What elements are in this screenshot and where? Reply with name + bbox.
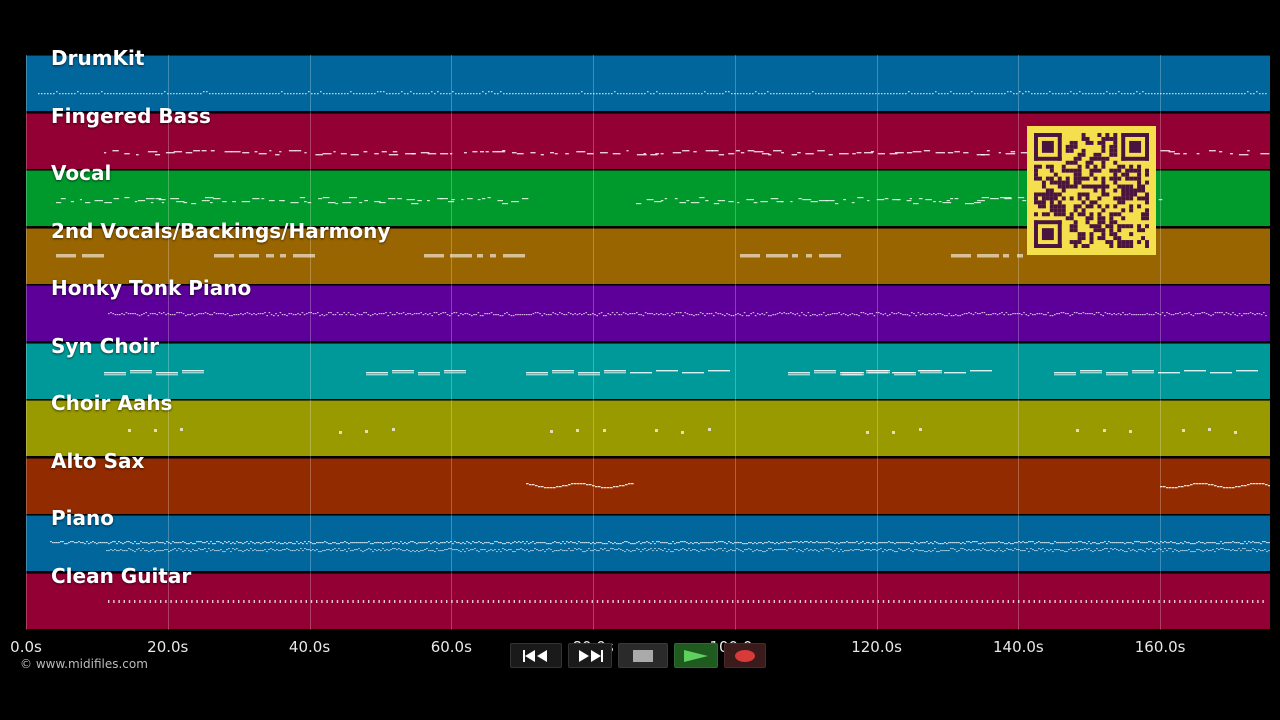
track-lane[interactable]: Choir Aahs xyxy=(26,391,1270,456)
track-name: Vocal xyxy=(51,161,112,185)
grid-line xyxy=(1160,55,1162,630)
time-tick-label: 20.0s xyxy=(147,638,189,656)
grid-line xyxy=(26,55,27,630)
note-graph xyxy=(128,428,1237,434)
track-name: Fingered Bass xyxy=(51,103,211,128)
transport-controls xyxy=(510,643,766,668)
note-graph xyxy=(104,369,1258,375)
track-lane[interactable]: Alto Sax xyxy=(26,449,1270,514)
track-name: Alto Sax xyxy=(51,448,145,473)
track-lane[interactable]: Syn Choir xyxy=(26,334,1270,399)
note-graph xyxy=(50,541,1270,553)
grid-line xyxy=(309,55,311,630)
time-tick-label: 40.0s xyxy=(288,638,331,656)
note-graph xyxy=(38,91,1267,95)
grid-line xyxy=(1018,55,1020,630)
time-tick-label: 120.0s xyxy=(851,638,902,656)
track-name: Choir Aahs xyxy=(51,391,173,415)
play-icon xyxy=(683,649,709,663)
stop-icon xyxy=(633,649,653,662)
record-button[interactable] xyxy=(724,643,766,668)
record-icon xyxy=(734,649,756,663)
note-graph xyxy=(56,197,1163,205)
qr-code-graphic xyxy=(1034,133,1149,248)
grid-line xyxy=(451,55,453,630)
note-graph xyxy=(108,312,1267,317)
track-name: DrumKit xyxy=(51,46,145,70)
track-lane[interactable]: Piano xyxy=(26,506,1270,571)
track-name: Piano xyxy=(51,506,114,530)
time-tick-label: 160.0s xyxy=(1134,638,1186,656)
grid-line xyxy=(876,55,878,630)
track-name: 2nd Vocals/Backings/Harmony xyxy=(51,218,391,243)
grid-line xyxy=(167,55,169,630)
rewind-icon xyxy=(522,649,550,663)
note-graph xyxy=(104,149,1270,155)
stop-button[interactable] xyxy=(618,643,668,668)
note-graph xyxy=(56,253,1023,257)
track-lane[interactable]: Honky Tonk Piano xyxy=(26,276,1270,341)
time-tick-label: 0.0s xyxy=(10,638,42,656)
play-button[interactable] xyxy=(674,643,718,668)
qr-code-icon[interactable] xyxy=(1027,126,1156,255)
time-tick-label: 60.0s xyxy=(430,638,472,656)
grid-line xyxy=(734,55,736,630)
grid-line xyxy=(593,55,595,630)
fast-forward-button[interactable] xyxy=(568,643,612,668)
note-graph xyxy=(526,482,1270,488)
note-graph xyxy=(108,599,1264,603)
track-lane[interactable]: Clean Guitar xyxy=(26,564,1270,629)
track-name: Syn Choir xyxy=(51,333,160,358)
copyright-text: © www.midifiles.com xyxy=(20,657,148,671)
track-lane[interactable]: DrumKit xyxy=(26,46,1270,111)
rewind-button[interactable] xyxy=(510,643,562,668)
fast-forward-icon xyxy=(576,649,604,663)
track-name: Honky Tonk Piano xyxy=(51,276,252,300)
time-tick-label: 140.0s xyxy=(992,638,1044,656)
track-name: Clean Guitar xyxy=(51,563,192,588)
